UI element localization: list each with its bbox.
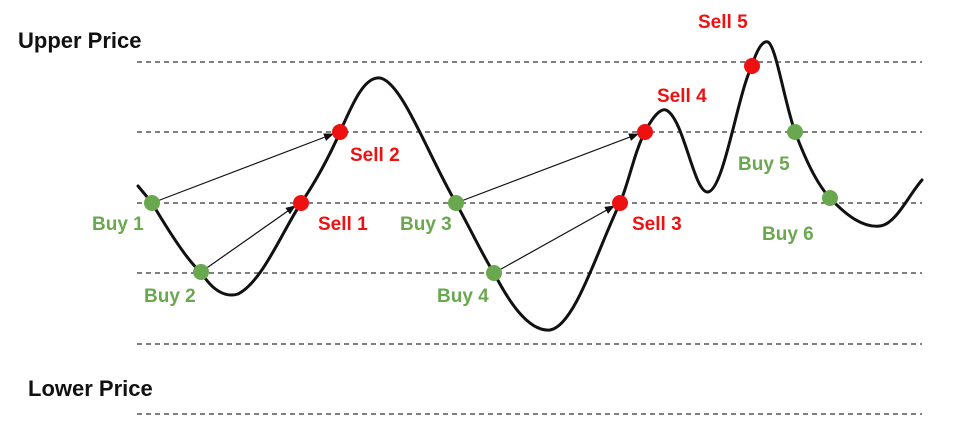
sell-3-point bbox=[612, 195, 628, 211]
arrow-buy3-sell4 bbox=[455, 133, 639, 204]
lower-price-label: Lower Price bbox=[28, 376, 153, 401]
trade-arrows bbox=[151, 133, 639, 274]
buy-2-label: Buy 2 bbox=[144, 286, 196, 307]
sell-5-label: Sell 5 bbox=[698, 12, 748, 33]
buy-5-label: Buy 5 bbox=[738, 154, 790, 175]
grid-lines bbox=[137, 61, 922, 415]
arrow-buy1-sell2 bbox=[151, 133, 334, 204]
arrow-buy4-sell3 bbox=[493, 205, 615, 274]
sell-5-point bbox=[744, 58, 760, 74]
buy-3-label: Buy 3 bbox=[400, 214, 452, 235]
buy-6-label: Buy 6 bbox=[762, 224, 814, 245]
sell-4-label: Sell 4 bbox=[657, 86, 707, 107]
arrow-buy2-sell1 bbox=[200, 205, 296, 273]
buy-4-label: Buy 4 bbox=[437, 286, 489, 307]
sell-4-point bbox=[637, 124, 653, 140]
trade-points bbox=[144, 58, 838, 281]
buy-5-point bbox=[787, 124, 803, 140]
sell-3-label: Sell 3 bbox=[632, 214, 682, 235]
buy-4-point bbox=[486, 265, 502, 281]
buy-1-point bbox=[144, 195, 160, 211]
buy-2-point bbox=[193, 264, 209, 280]
buy-3-point bbox=[448, 195, 464, 211]
sell-1-label: Sell 1 bbox=[318, 214, 368, 235]
buy-6-point bbox=[822, 190, 838, 206]
price-curve bbox=[136, 40, 924, 332]
sell-1-point bbox=[293, 195, 309, 211]
sell-2-point bbox=[332, 124, 348, 140]
point-labels: Buy 1 Buy 2 Sell 1 Sell 2 Buy 3 Buy 4 Se… bbox=[92, 12, 814, 307]
sell-2-label: Sell 2 bbox=[350, 145, 400, 166]
buy-1-label: Buy 1 bbox=[92, 214, 144, 235]
upper-price-label: Upper Price bbox=[18, 28, 142, 53]
